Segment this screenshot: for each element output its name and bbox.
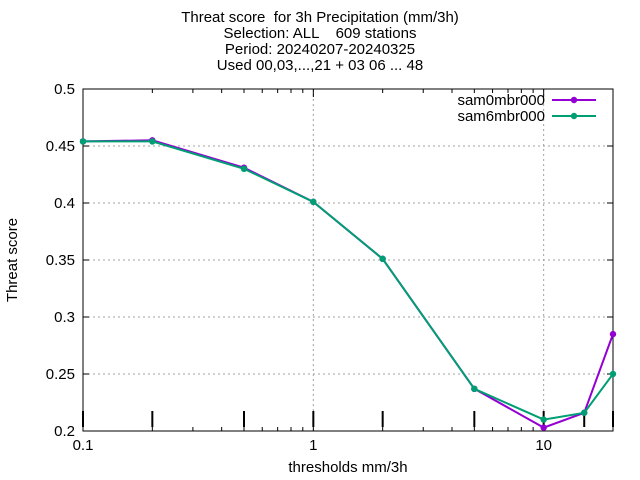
title-line-1: Threat score for 3h Precipitation (mm/3h… — [181, 9, 459, 26]
title-line-4: Used 00,03,...,21 + 03 06 ... 48 — [216, 57, 424, 74]
y-axis-label: Threat score — [4, 218, 21, 302]
x-axis-label: thresholds mm/3h — [288, 459, 407, 476]
threshold-markers — [82, 411, 614, 427]
y-tick-label: 0.45 — [46, 138, 75, 155]
title-line-3: Period: 20240207-20240325 — [224, 41, 416, 58]
x-tick-label: 10 — [535, 437, 552, 454]
y-tick-label: 0.2 — [54, 423, 75, 440]
legend-swatch-point — [570, 112, 578, 120]
y-tick-label: 0.35 — [46, 252, 75, 269]
y-tick-label: 0.25 — [46, 366, 75, 383]
data-point-sam6mbr000 — [149, 138, 156, 145]
data-point-sam6mbr000 — [540, 416, 547, 423]
y-tick-label: 0.5 — [54, 81, 75, 98]
chart-title: Threat score for 3h Precipitation (mm/3h… — [0, 10, 640, 74]
data-point-sam6mbr000 — [79, 138, 87, 145]
data-point-sam6mbr000 — [379, 255, 386, 263]
data-point-sam6mbr000 — [471, 385, 478, 393]
series-line-sam0mbr000 — [82, 139, 614, 429]
x-tick-label: 0.1 — [73, 437, 94, 454]
axis-ticks: 0.2 0.25 0.3 0.35 0.4 0.45 0.5 0.1 1 10 — [46, 81, 614, 454]
legend-label: sam0mbr000 — [457, 92, 545, 109]
grid-lines — [83, 89, 613, 431]
legend-swatch-point — [570, 96, 578, 104]
y-tick-label: 0.3 — [54, 309, 75, 326]
series-line-sam6mbr000 — [83, 140, 614, 421]
data-point-sam6mbr000 — [310, 198, 317, 206]
y-tick-label: 0.4 — [54, 195, 75, 212]
data-point-sam0mbr000 — [609, 330, 617, 338]
data-point-sam6mbr000 — [240, 165, 248, 172]
series-group — [79, 137, 617, 431]
data-point-sam0mbr000 — [540, 424, 547, 431]
data-point-sam6mbr000 — [581, 409, 588, 416]
legend-label: sam6mbr000 — [457, 108, 545, 125]
x-tick-label: 1 — [309, 437, 317, 454]
title-line-2: Selection: ALL 609 stations — [223, 25, 417, 42]
data-point-sam6mbr000 — [609, 370, 617, 378]
